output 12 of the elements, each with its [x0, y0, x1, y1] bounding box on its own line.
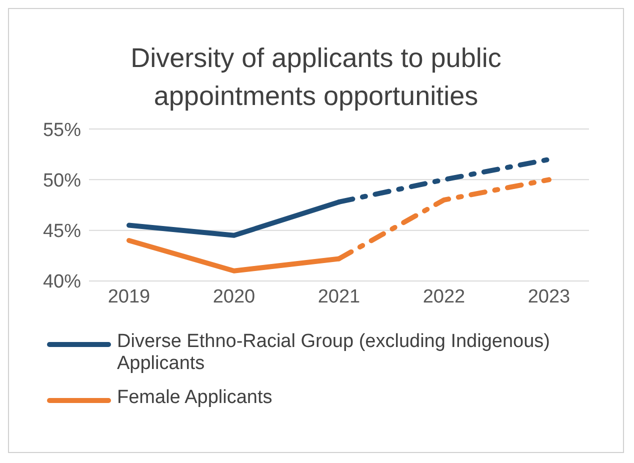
y-tick-label: 40%: [42, 272, 82, 293]
x-tick-label: 2023: [528, 286, 570, 308]
y-tick-label: 45%: [42, 221, 82, 242]
x-tick-label: 2021: [318, 286, 360, 308]
legend-label: Diverse Ethno-Racial Group (excluding Indigenous) Applicants: [117, 331, 552, 375]
legend-label: Female Applicants: [117, 387, 272, 409]
y-tick-label: 55%: [42, 120, 82, 141]
x-tick-label: 2019: [108, 286, 150, 308]
x-tick-label: 2022: [422, 286, 466, 308]
chart-title: Diversity of applicants to public appointments opportunities: [130, 42, 502, 113]
y-tick-label: 50%: [42, 170, 82, 192]
x-tick-label: 2020: [212, 286, 256, 308]
